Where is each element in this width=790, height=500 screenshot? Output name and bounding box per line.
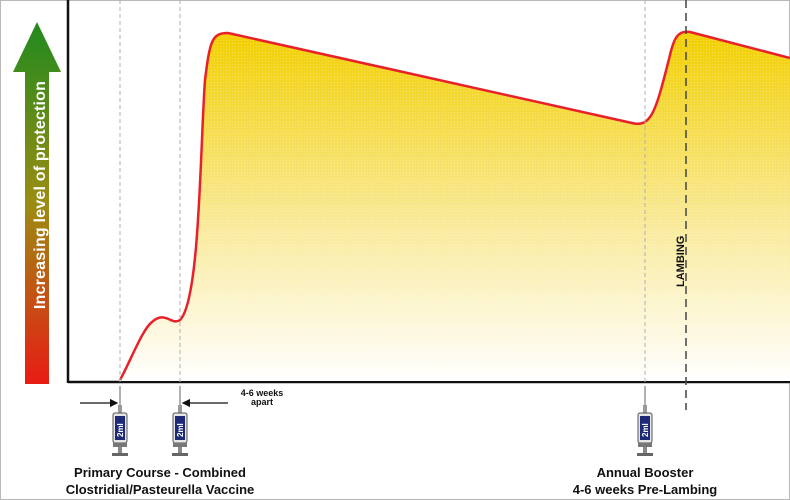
syringe-label: 2ml bbox=[176, 423, 185, 437]
annual-booster-caption: Annual Booster 4-6 weeks Pre-Lambing bbox=[545, 464, 745, 498]
primary-caption-line-2: Clostridial/Pasteurella Vaccine bbox=[65, 482, 255, 497]
booster-caption-line-1: Annual Booster bbox=[596, 465, 694, 480]
syringe-booster: 2ml bbox=[637, 386, 653, 456]
primary-caption-line-1: Primary Course - Combined bbox=[74, 465, 246, 480]
syringe-first-dose: 2ml bbox=[112, 386, 128, 456]
lambing-label: LAMBING bbox=[675, 236, 687, 287]
booster-caption-line-2: 4-6 weeks Pre-Lambing bbox=[572, 482, 718, 497]
syringe-label: 2ml bbox=[641, 423, 650, 437]
interval-label-line-1: 4-6 weeks bbox=[240, 388, 284, 398]
syringe-second-dose: 2ml bbox=[172, 386, 188, 456]
interval-label: 4-6 weeks apart bbox=[232, 389, 292, 407]
interval-label-line-2: apart bbox=[250, 397, 273, 407]
protection-curve bbox=[118, 30, 790, 381]
y-axis-label: Increasing level of protection bbox=[32, 80, 49, 310]
primary-course-caption: Primary Course - Combined Clostridial/Pa… bbox=[40, 464, 280, 498]
area-dot-texture bbox=[120, 31, 790, 381]
protection-arrow bbox=[13, 22, 61, 384]
syringe-label: 2ml bbox=[116, 423, 125, 437]
